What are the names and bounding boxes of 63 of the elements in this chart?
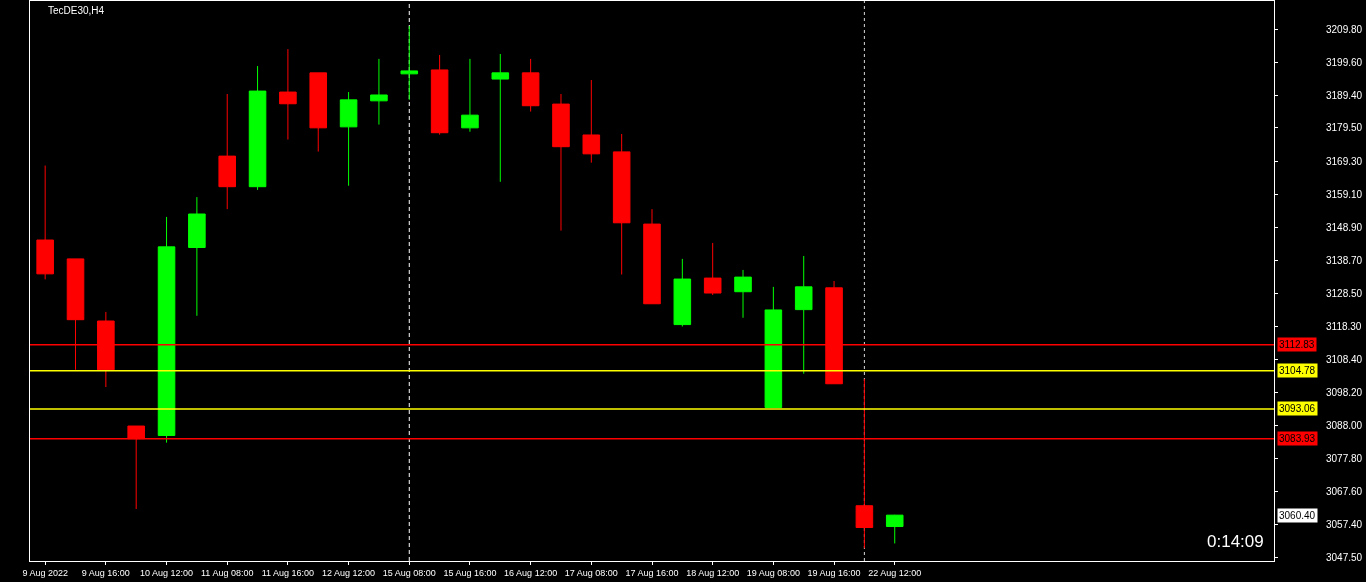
x-tick-label: 19 Aug 08:00	[746, 567, 800, 578]
y-tick-label: 3118.30	[1326, 321, 1362, 333]
candlestick	[643, 208, 661, 305]
ref-line-label: 3083.93	[1279, 433, 1316, 444]
candlestick	[36, 165, 54, 280]
candlestick	[552, 93, 570, 232]
candlestick	[703, 242, 722, 296]
annotation: 0:14:09	[1207, 532, 1264, 551]
y-tick-label: 3138.70	[1326, 255, 1363, 267]
candlestick	[521, 58, 540, 113]
y-tick-label: 3199.60	[1326, 56, 1363, 68]
candlestick	[612, 133, 631, 275]
candlestick	[157, 216, 176, 444]
x-tick-label: 11 Aug 16:00	[261, 567, 315, 578]
candlestick	[430, 54, 449, 136]
candlestick	[885, 514, 904, 544]
y-tick-label: 3098.20	[1326, 386, 1363, 398]
x-tick-label: 17 Aug 08:00	[564, 567, 618, 578]
candlestick	[309, 72, 328, 153]
x-tick-label: 11 Aug 08:00	[201, 567, 254, 578]
candlestick	[370, 58, 388, 126]
x-tick-label: 15 Aug 08:00	[382, 567, 436, 578]
ref-line-label: 3093.06	[1279, 403, 1316, 414]
x-tick-label: 16 Aug 12:00	[504, 567, 558, 578]
y-tick-label: 3108.40	[1326, 353, 1363, 365]
chart-title: TecDE30,H4	[48, 4, 105, 16]
y-tick-label: 3088.00	[1326, 419, 1363, 431]
candlestick	[339, 91, 358, 187]
y-tick-label: 3067.60	[1326, 486, 1363, 498]
x-tick-label: 22 Aug 12:00	[868, 567, 922, 578]
x-tick-label: 18 Aug 12:00	[686, 567, 740, 578]
candlestick	[764, 286, 783, 408]
x-tick-label: 9 Aug 2022	[22, 567, 68, 578]
y-tick-label: 3159.10	[1326, 188, 1363, 200]
candlestick	[461, 58, 479, 133]
y-tick-label: 3189.40	[1326, 90, 1363, 102]
y-tick-label: 3179.50	[1326, 122, 1363, 134]
x-tick-label: 9 Aug 16:00	[81, 567, 130, 578]
candlestick	[673, 258, 692, 328]
x-tick-label: 10 Aug 12:00	[140, 567, 194, 578]
y-tick-label: 3077.80	[1326, 453, 1363, 465]
y-tick-label: 3047.50	[1326, 551, 1363, 563]
x-tick-label: 19 Aug 16:00	[807, 567, 861, 578]
y-tick-label: 3169.30	[1326, 155, 1363, 167]
candlestick	[248, 65, 267, 191]
y-tick-label: 3148.90	[1326, 221, 1363, 233]
x-tick-label: 15 Aug 16:00	[443, 567, 497, 578]
candlestick	[400, 25, 419, 101]
candlestick	[188, 196, 206, 317]
candlestick	[734, 269, 752, 319]
y-tick-label: 3209.80	[1326, 23, 1363, 35]
y-tick-label: 3128.50	[1326, 288, 1363, 300]
x-tick-label: 12 Aug 12:00	[322, 567, 376, 578]
candlestick	[218, 93, 236, 210]
y-tick-label: 3057.40	[1326, 519, 1363, 531]
ref-line-label: 3112.83	[1279, 339, 1315, 350]
candlestick	[491, 53, 510, 183]
x-tick-label: 17 Aug 16:00	[625, 567, 679, 578]
candlestick	[279, 48, 297, 141]
text: 3060.40	[1279, 510, 1316, 521]
candlestick	[582, 79, 601, 164]
ref-line-label: 3104.78	[1279, 365, 1316, 376]
candlestick	[794, 255, 813, 375]
